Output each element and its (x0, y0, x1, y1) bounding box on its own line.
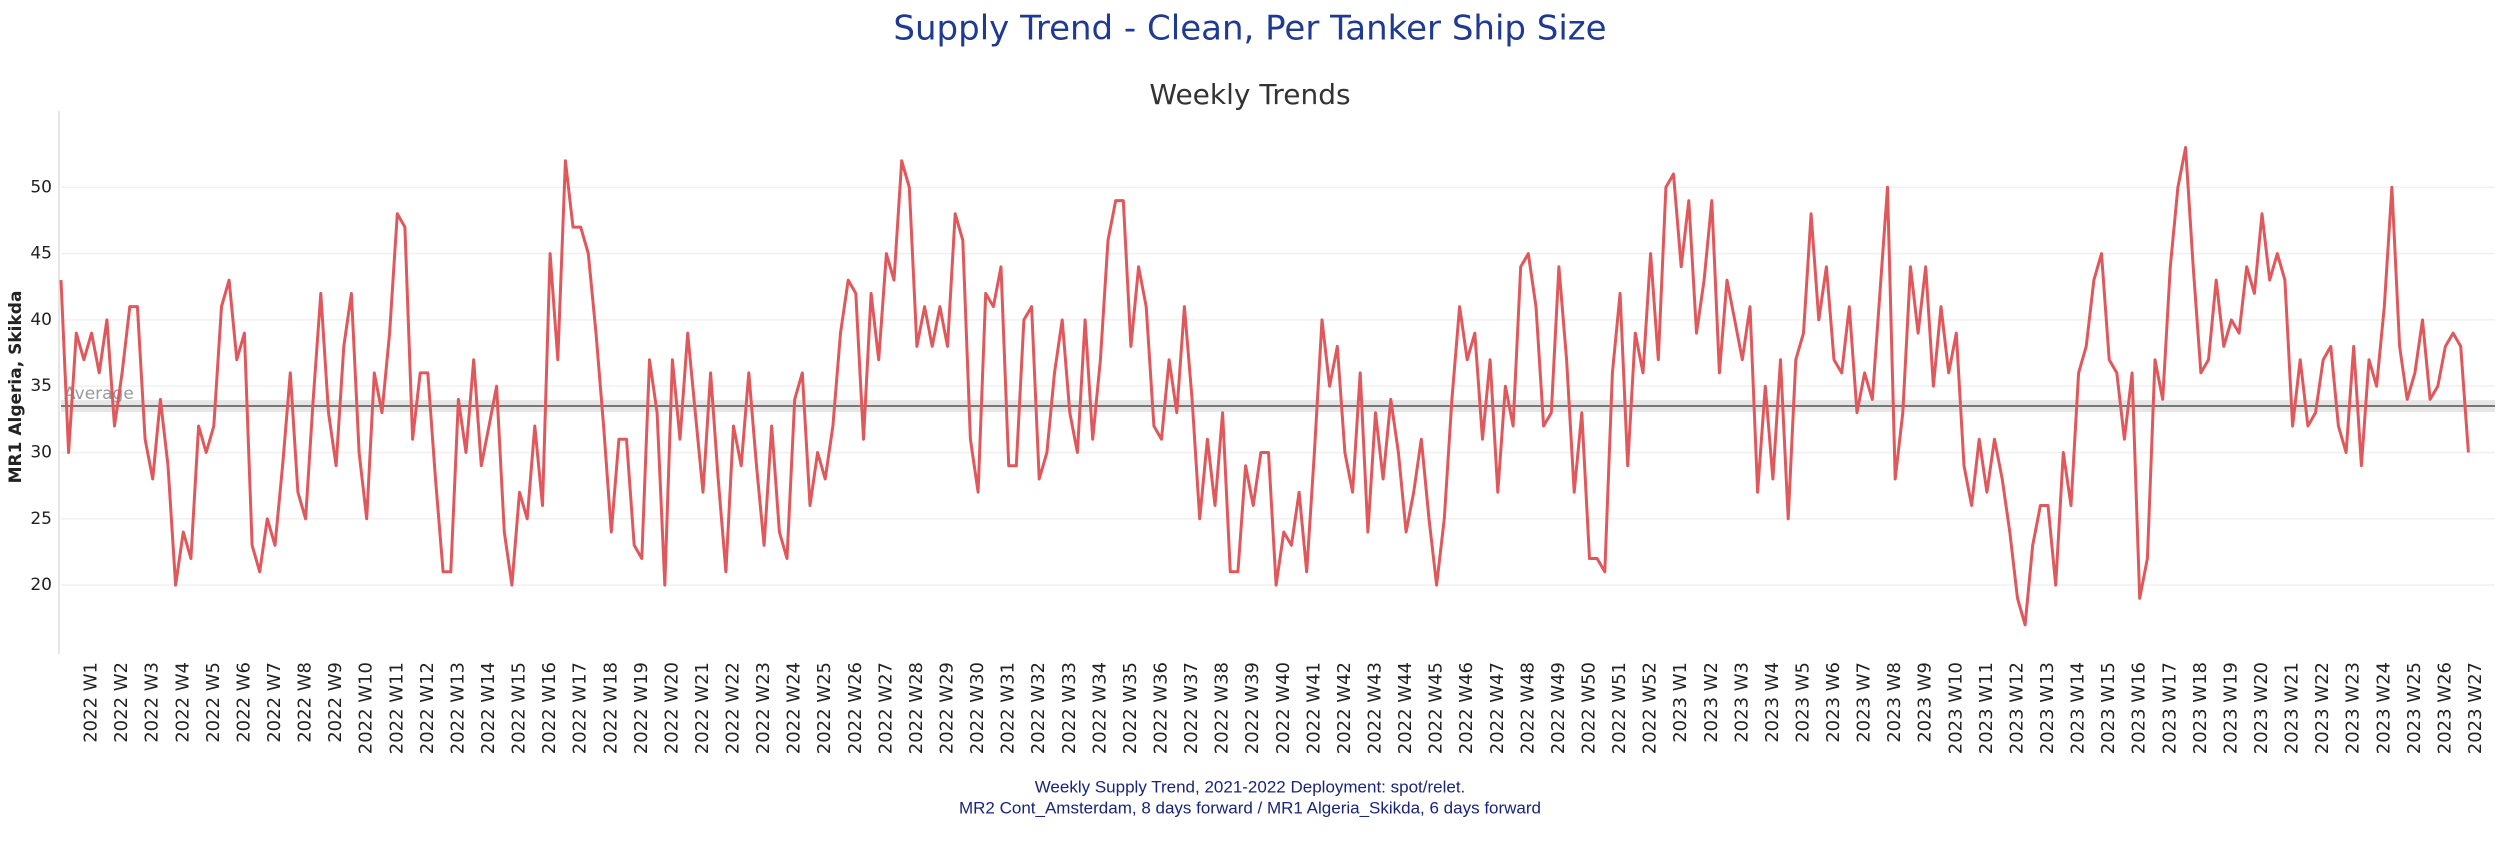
x-tick-label: 2023 W25 (2404, 662, 2425, 754)
x-tick-label: 2022 W41 (1303, 662, 1324, 754)
y-tick-label: 25 (30, 509, 52, 529)
x-tick-label: 2023 W22 (2312, 662, 2333, 754)
x-tick-label: 2023 W27 (2465, 662, 2486, 754)
x-tick-label: 2022 W35 (1120, 662, 1141, 754)
x-tick-label: 2022 W3 (142, 662, 163, 743)
footer-line: MR2 Cont_Amsterdam, 8 days forward / MR1… (959, 798, 1541, 817)
x-tick-label: 2023 W18 (2190, 662, 2211, 754)
x-tick-label: 2023 W5 (1792, 662, 1813, 743)
x-tick-label: 2022 W7 (264, 662, 285, 743)
y-tick-label: 45 (30, 244, 52, 264)
x-tick-label: 2022 W8 (295, 662, 316, 743)
x-tick-label: 2022 W51 (1609, 662, 1630, 754)
x-tick-label: 2023 W20 (2251, 662, 2272, 754)
x-tick-label: 2022 W1 (81, 662, 102, 743)
x-tick-label: 2023 W10 (1945, 662, 1966, 754)
x-tick-label: 2023 W12 (2006, 662, 2027, 754)
x-tick-label: 2022 W16 (539, 662, 560, 754)
x-tick-label: 2023 W13 (2037, 662, 2058, 754)
x-tick-label: 2023 W14 (2068, 662, 2089, 754)
y-tick-label: 40 (30, 310, 52, 330)
x-tick-label: 2022 W31 (998, 662, 1019, 754)
x-tick-label: 2023 W15 (2098, 662, 2119, 754)
x-tick-label: 2022 W30 (967, 662, 988, 754)
x-tick-label: 2023 W2 (1701, 662, 1722, 743)
x-tick-label: 2023 W24 (2373, 662, 2394, 754)
x-tick-label: 2022 W49 (1548, 662, 1569, 754)
footer-line: Weekly Supply Trend, 2021-2022 Deploymen… (1035, 777, 1466, 796)
y-tick-label: 35 (30, 376, 52, 396)
x-tick-label: 2022 W10 (356, 662, 377, 754)
x-tick-label: 2023 W8 (1884, 662, 1905, 743)
x-tick-label: 2022 W11 (386, 662, 407, 754)
x-tick-label: 2022 W52 (1640, 662, 1661, 754)
x-tick-label: 2022 W26 (845, 662, 866, 754)
x-tick-label: 2022 W24 (784, 662, 805, 754)
x-tick-label: 2022 W17 (570, 662, 591, 754)
y-tick-label: 20 (30, 575, 52, 595)
x-tick-label: 2023 W9 (1915, 662, 1936, 743)
x-tick-label: 2022 W28 (906, 662, 927, 754)
x-tick-label: 2023 W6 (1823, 662, 1844, 743)
x-tick-label: 2022 W39 (1242, 662, 1263, 754)
x-tick-label: 2023 W26 (2434, 662, 2455, 754)
y-tick-label: 30 (30, 442, 52, 462)
x-tick-label: 2022 W6 (233, 662, 254, 743)
x-tick-label: 2022 W14 (478, 662, 499, 754)
x-tick-label: 2023 W19 (2220, 662, 2241, 754)
x-tick-label: 2022 W12 (417, 662, 438, 754)
x-tick-label: 2022 W9 (325, 662, 346, 743)
x-tick-label: 2022 W29 (937, 662, 958, 754)
x-tick-label: 2023 W1 (1670, 662, 1691, 743)
x-tick-label: 2022 W5 (203, 662, 224, 743)
x-tick-label: 2022 W13 (447, 662, 468, 754)
x-tick-label: 2022 W4 (172, 662, 193, 743)
x-tick-label: 2022 W40 (1273, 662, 1294, 754)
x-tick-label: 2022 W38 (1212, 662, 1233, 754)
x-tick-label: 2022 W22 (723, 662, 744, 754)
chart-subtitle: Weekly Trends (1149, 78, 1350, 111)
y-axis-label: MR1 Algeria, Skikda (6, 291, 26, 484)
x-tick-label: 2023 W4 (1762, 662, 1783, 743)
x-tick-label: 2022 W25 (814, 662, 835, 754)
x-tick-label: 2022 W33 (1059, 662, 1080, 754)
x-tick-label: 2022 W23 (753, 662, 774, 754)
x-tick-label: 2022 W21 (692, 662, 713, 754)
x-tick-label: 2022 W18 (600, 662, 621, 754)
x-tick-label: 2022 W27 (875, 662, 896, 754)
x-tick-label: 2023 W16 (2129, 662, 2150, 754)
x-tick-label: 2022 W32 (1028, 662, 1049, 754)
x-tick-label: 2022 W50 (1578, 662, 1599, 754)
x-tick-label: 2022 W34 (1089, 662, 1110, 754)
x-tick-label: 2022 W43 (1364, 662, 1385, 754)
x-tick-label: 2022 W19 (631, 662, 652, 754)
x-tick-label: 2023 W23 (2343, 662, 2364, 754)
x-tick-label: 2022 W15 (509, 662, 530, 754)
x-tick-label: 2023 W11 (1976, 662, 1997, 754)
x-tick-label: 2023 W21 (2282, 662, 2303, 754)
x-tick-label: 2023 W17 (2159, 662, 2180, 754)
x-tick-label: 2023 W7 (1854, 662, 1875, 743)
x-tick-label: 2022 W45 (1426, 662, 1447, 754)
series-line (59, 146, 2470, 627)
x-tick-label: 2022 W2 (111, 662, 132, 743)
average-label: Average (64, 384, 134, 404)
x-tick-label: 2022 W44 (1395, 662, 1416, 754)
y-tick-label: 50 (30, 177, 52, 197)
x-tick-label: 2022 W48 (1517, 662, 1538, 754)
x-tick-label: 2022 W20 (661, 662, 682, 754)
x-tick-label: 2022 W37 (1181, 662, 1202, 754)
x-tick-label: 2022 W42 (1334, 662, 1355, 754)
x-tick-label: 2022 W46 (1456, 662, 1477, 754)
chart-title: Supply Trend - Clean, Per Tanker Ship Si… (893, 9, 1606, 49)
x-tick-label: 2022 W36 (1151, 662, 1172, 754)
x-tick-label: 2023 W3 (1731, 662, 1752, 743)
x-tick-label: 2022 W47 (1487, 662, 1508, 754)
